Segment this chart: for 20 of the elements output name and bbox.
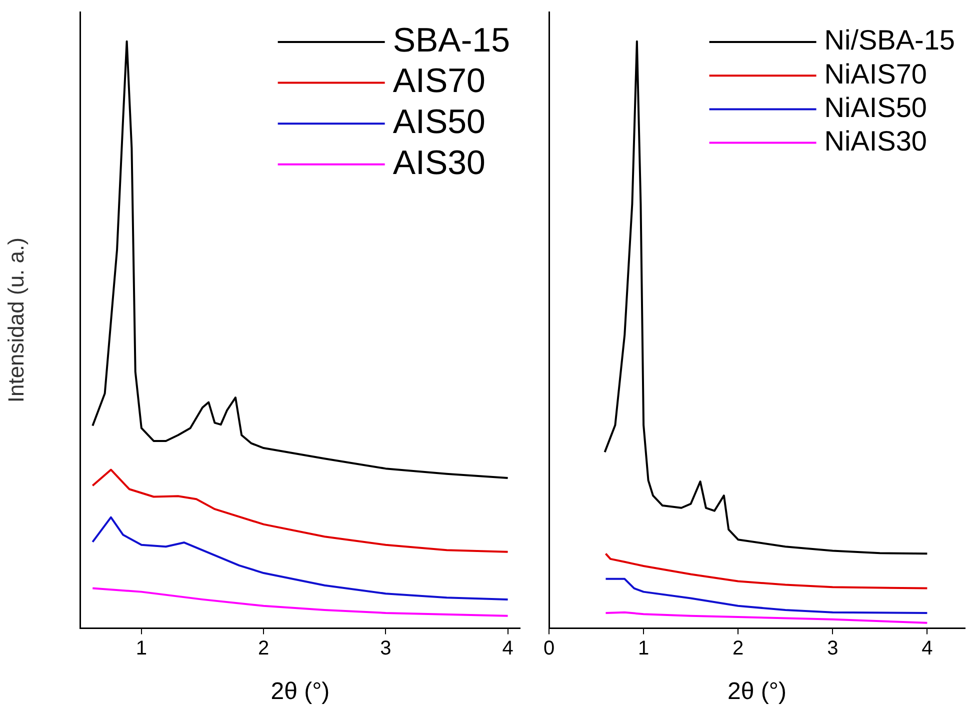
x-tick-label: 1: [638, 638, 650, 660]
y-axis-title: Intensidad (u. a.): [3, 238, 28, 403]
legend-label: AIS70: [392, 62, 486, 100]
x-tick-label: 4: [922, 638, 933, 660]
x-axis-title: 2θ (°): [728, 678, 786, 706]
legend-label: NiAIS70: [824, 58, 927, 90]
x-tick-label: 1: [136, 638, 148, 660]
x-tick-label: 4: [502, 638, 514, 660]
x-tick-label: 0: [543, 638, 555, 660]
legend-label: AIS50: [392, 102, 486, 141]
x-tick-label: 3: [380, 638, 392, 660]
x-axis-title: 2θ (°): [270, 678, 330, 706]
x-tick-label: 3: [827, 638, 838, 660]
legend-label: AIS30: [392, 144, 486, 182]
legend-label: NiAIS30: [824, 126, 927, 157]
x-tick-label: 2: [732, 638, 744, 660]
legend-label: NiAIS50: [824, 92, 927, 123]
legend-label: SBA-15: [392, 21, 510, 60]
x-tick-label: 2: [258, 638, 270, 660]
legend-label: Ni/SBA-15: [824, 24, 955, 56]
